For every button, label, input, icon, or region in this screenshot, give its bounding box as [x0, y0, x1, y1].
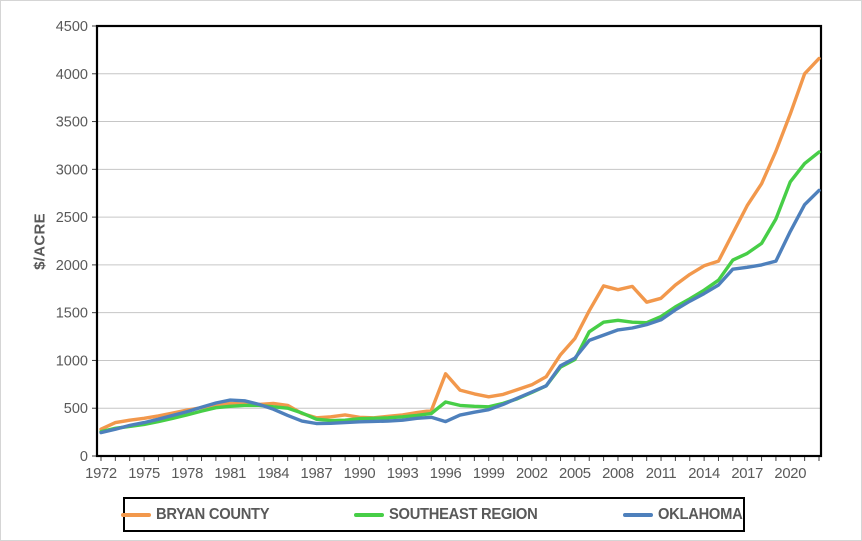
x-tick-label: 1972: [85, 466, 117, 482]
x-tick-label: 2002: [516, 466, 548, 482]
x-tick-label: 1990: [344, 466, 376, 482]
legend-item-oklahoma: OKLAHOMA: [622, 505, 747, 524]
y-tick-label: 3500: [56, 115, 88, 131]
bryan-county-line-swatch-icon: [121, 512, 152, 517]
legend-item-southeast-region: SOUTHEAST REGION: [353, 505, 545, 524]
y-tick-label: 2500: [56, 210, 88, 226]
x-tick-label: 2014: [688, 466, 720, 482]
legend-label-bryan-county: BRYAN COUNTY: [156, 505, 270, 523]
plot-border: [95, 24, 823, 458]
y-axis-title: $/ACRE: [31, 213, 49, 270]
x-tick-label: 1999: [473, 466, 505, 482]
x-tick-label: 2011: [646, 466, 677, 482]
series-line-southeast-region: [99, 150, 821, 434]
x-tick-label: 1993: [387, 466, 419, 482]
x-tick-label: 2008: [602, 466, 634, 482]
y-tick-label: 3000: [56, 162, 88, 178]
y-tick-label: 4000: [56, 67, 88, 83]
legend-label-southeast-region: SOUTHEAST REGION: [388, 505, 538, 523]
x-tick-label: 2020: [774, 466, 806, 482]
x-tick-label: 1981: [214, 466, 246, 482]
x-tick-label: 1984: [257, 466, 289, 482]
y-tick-label: 1500: [56, 306, 88, 322]
series-line-bryan-county: [99, 56, 821, 431]
legend-box: BRYAN COUNTY SOUTHEAST REGION OKLAHOMA: [121, 497, 747, 532]
y-tick-label: 4500: [56, 19, 88, 35]
x-tick-label: 1975: [128, 466, 160, 482]
y-tick-label: 1000: [56, 353, 88, 369]
x-tick-label: 2017: [731, 466, 763, 482]
legend-label-oklahoma: OKLAHOMA: [657, 505, 743, 523]
x-tick-label: 1996: [430, 466, 462, 482]
southeast-region-line-swatch-icon: [353, 512, 384, 517]
x-tick-label: 1987: [301, 466, 333, 482]
y-tick-label: 0: [80, 449, 88, 465]
x-tick-label: 1978: [171, 466, 203, 482]
legend-item-bryan-county: BRYAN COUNTY: [121, 506, 275, 524]
x-tick-label: 2005: [559, 466, 591, 482]
series-line-oklahoma: [99, 188, 821, 435]
y-tick-label: 500: [64, 401, 88, 417]
y-tick-label: 2000: [56, 258, 88, 274]
oklahoma-line-swatch-icon: [622, 512, 653, 517]
